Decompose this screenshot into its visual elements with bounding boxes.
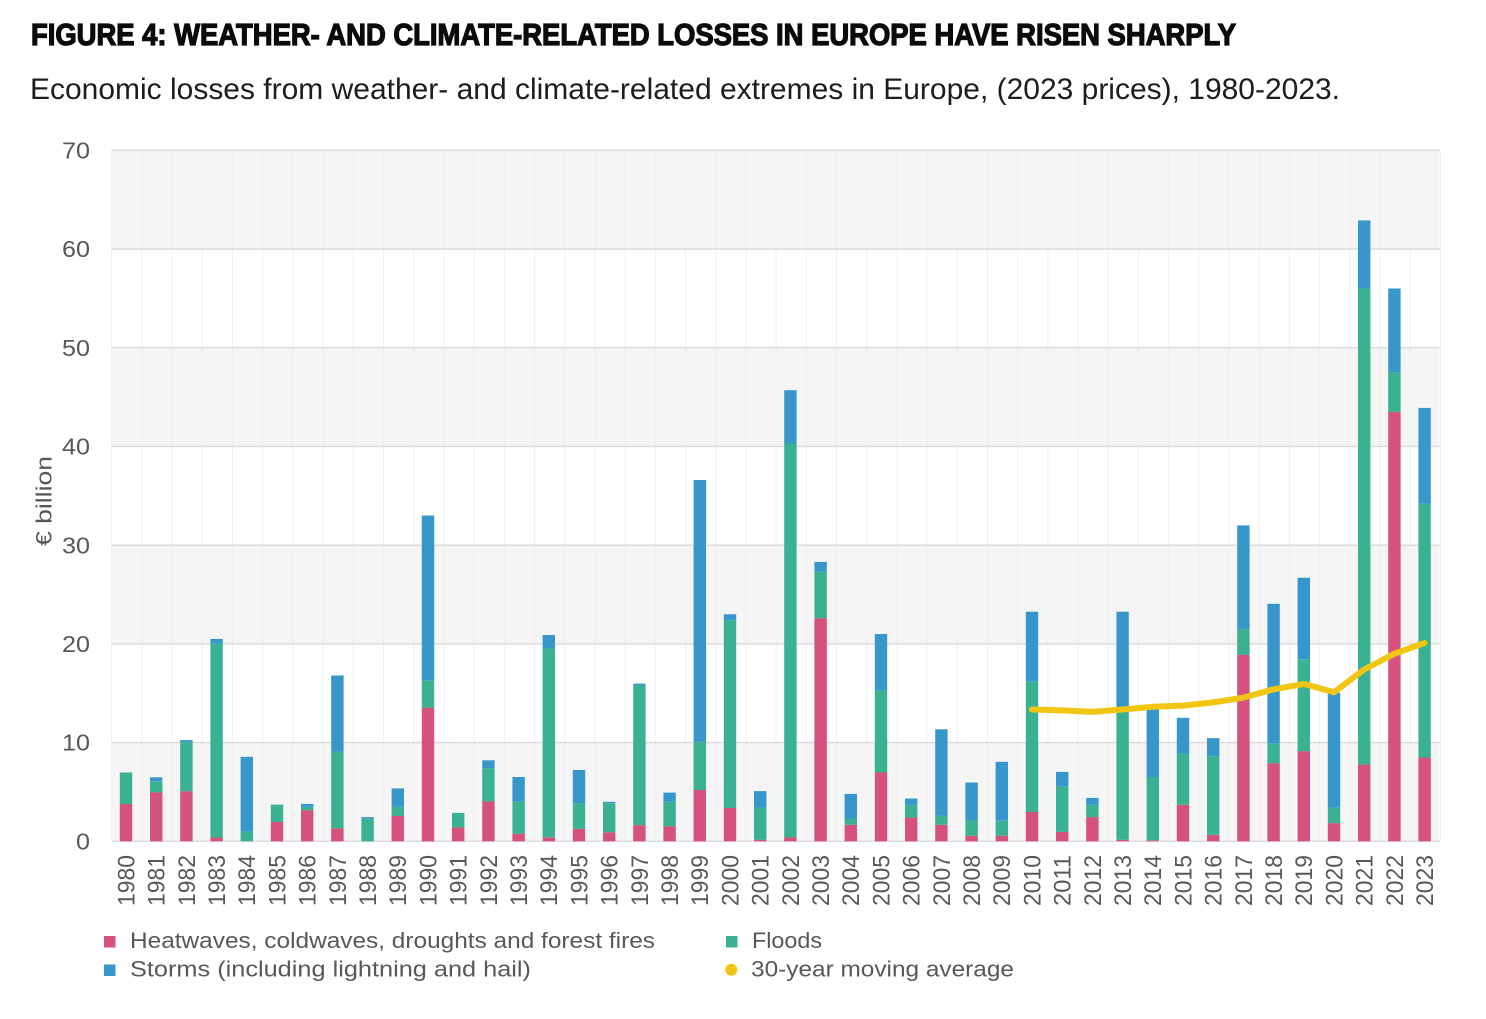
svg-text:1996: 1996	[597, 855, 624, 906]
svg-text:60: 60	[62, 236, 90, 262]
svg-text:1985: 1985	[264, 855, 291, 906]
svg-text:2011: 2011	[1050, 855, 1077, 906]
svg-text:30-year moving average: 30-year moving average	[751, 957, 1014, 982]
svg-text:2017: 2017	[1231, 855, 1258, 906]
svg-text:2007: 2007	[929, 855, 956, 906]
svg-text:Economic losses from weather-: Economic losses from weather- and climat…	[30, 73, 1340, 106]
svg-text:Heatwaves, coldwaves, droughts: Heatwaves, coldwaves, droughts and fores…	[130, 928, 655, 953]
svg-text:2018: 2018	[1261, 855, 1288, 906]
svg-text:2015: 2015	[1170, 855, 1197, 906]
svg-text:2003: 2003	[808, 855, 835, 906]
svg-text:2002: 2002	[778, 855, 805, 906]
svg-text:1986: 1986	[295, 855, 322, 906]
svg-text:2004: 2004	[838, 855, 865, 906]
svg-text:1982: 1982	[174, 855, 201, 906]
svg-text:1993: 1993	[506, 855, 533, 906]
svg-text:1983: 1983	[204, 855, 231, 906]
svg-text:0: 0	[76, 828, 90, 854]
svg-text:2000: 2000	[717, 855, 744, 906]
svg-text:1999: 1999	[687, 855, 714, 906]
svg-text:€ billion: € billion	[32, 456, 57, 546]
svg-text:2009: 2009	[989, 855, 1016, 906]
svg-text:1991: 1991	[446, 855, 473, 906]
svg-text:30: 30	[62, 532, 90, 558]
svg-text:1998: 1998	[657, 855, 684, 906]
svg-text:1981: 1981	[144, 855, 171, 906]
svg-text:1994: 1994	[536, 855, 563, 906]
svg-text:1995: 1995	[566, 855, 593, 906]
svg-text:20: 20	[62, 631, 90, 657]
svg-text:1980: 1980	[113, 855, 140, 906]
svg-text:2012: 2012	[1080, 855, 1107, 906]
svg-text:40: 40	[62, 433, 90, 459]
svg-text:1992: 1992	[476, 855, 503, 906]
svg-text:1988: 1988	[355, 855, 382, 906]
svg-text:2016: 2016	[1201, 855, 1228, 906]
svg-text:70: 70	[62, 137, 90, 163]
svg-text:2021: 2021	[1352, 855, 1379, 906]
svg-text:50: 50	[62, 335, 90, 361]
svg-text:FIGURE 4: WEATHER- AND CLIMATE: FIGURE 4: WEATHER- AND CLIMATE-RELATED L…	[31, 17, 1236, 52]
svg-text:2010: 2010	[1019, 855, 1046, 906]
svg-text:Storms (including lightning an: Storms (including lightning and hail)	[130, 957, 531, 982]
svg-text:2006: 2006	[899, 855, 926, 906]
svg-text:2019: 2019	[1291, 855, 1318, 906]
svg-text:2008: 2008	[959, 855, 986, 906]
svg-text:2001: 2001	[748, 855, 775, 906]
svg-text:Floods: Floods	[752, 928, 822, 953]
svg-text:1984: 1984	[234, 855, 261, 906]
svg-text:2013: 2013	[1110, 855, 1137, 906]
svg-text:1989: 1989	[385, 855, 412, 906]
svg-text:1990: 1990	[415, 855, 442, 906]
svg-text:10: 10	[62, 730, 90, 756]
svg-text:2022: 2022	[1382, 855, 1409, 906]
svg-text:1997: 1997	[627, 855, 654, 906]
svg-text:2023: 2023	[1412, 855, 1439, 906]
svg-text:2005: 2005	[868, 855, 895, 906]
svg-text:2014: 2014	[1140, 855, 1167, 906]
svg-text:1987: 1987	[325, 855, 352, 906]
svg-text:2020: 2020	[1321, 855, 1348, 906]
